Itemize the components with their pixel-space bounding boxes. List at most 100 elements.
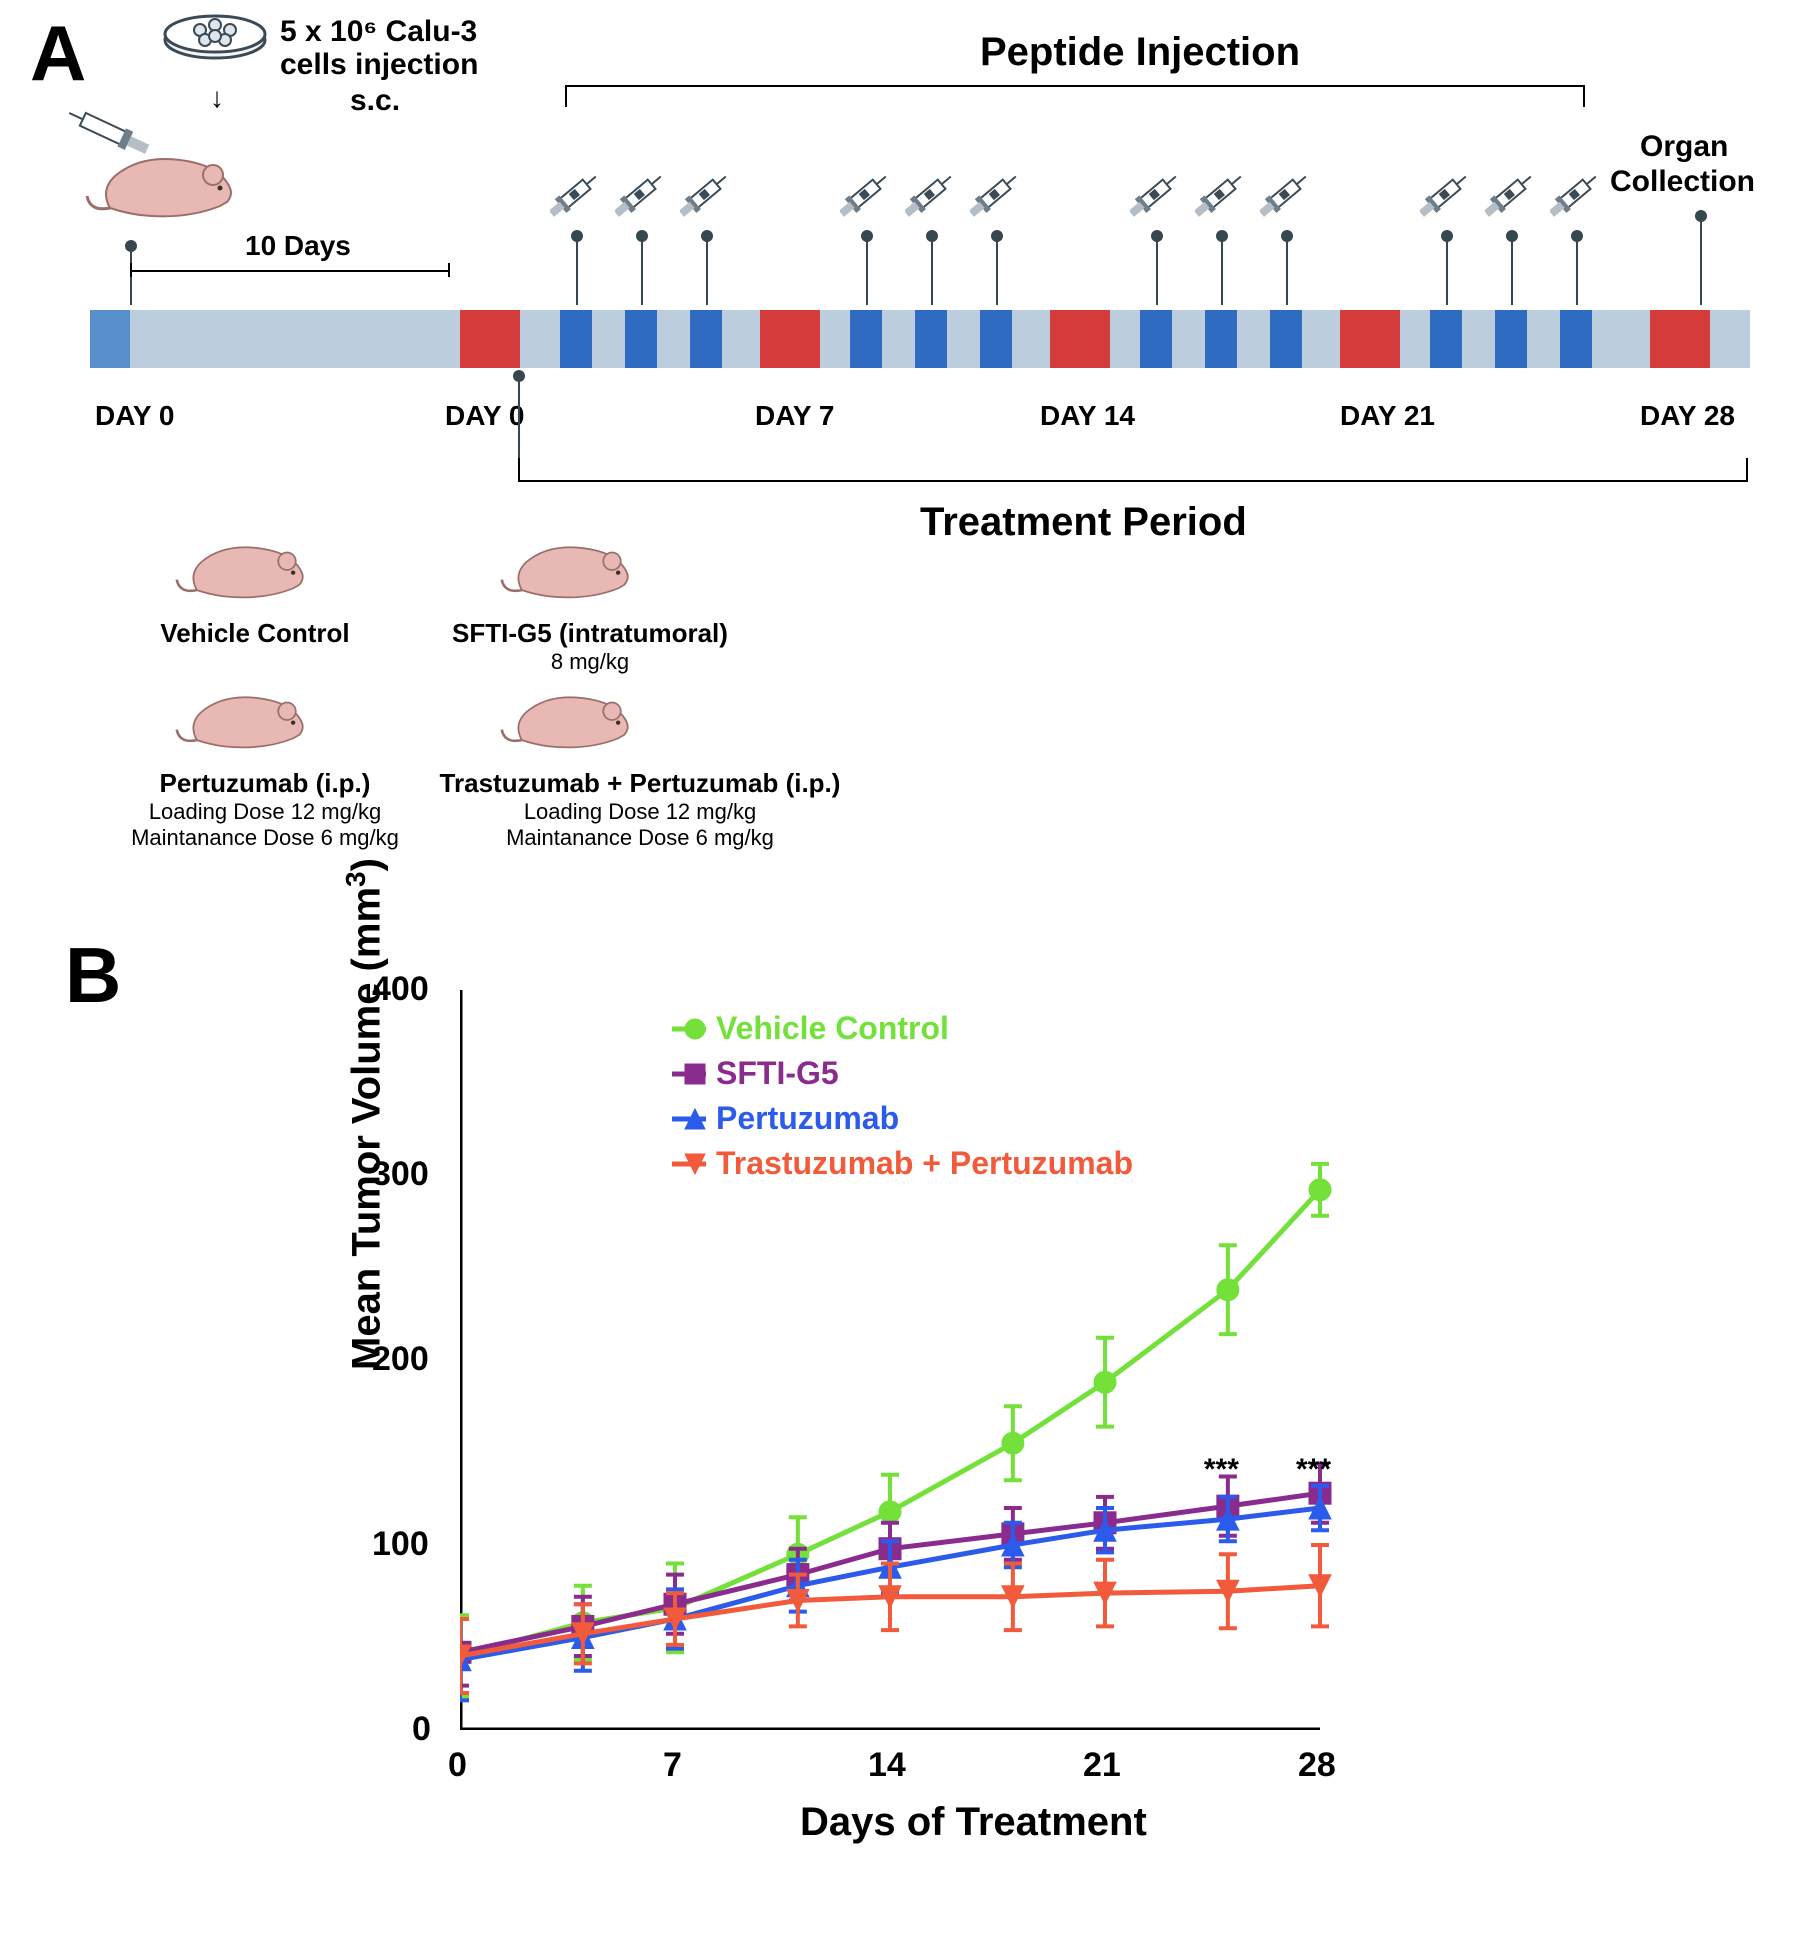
chart: Mean Tumor Volume (mm3) Days of Treatmen…: [280, 950, 1480, 1870]
legend-entry: Pertuzumab: [670, 1100, 899, 1137]
group-pertuzumab-title: Pertuzumab (i.p.): [160, 768, 371, 798]
day-label: DAY 0: [95, 400, 174, 432]
timeline-segment: [1495, 310, 1527, 368]
syringe-pin: [996, 235, 998, 305]
timeline-segment: [760, 310, 820, 368]
syringe-pin: [706, 235, 708, 305]
panel-a: A ↓ 5 x 10⁶ Calu-3 cells injection s.c. …: [0, 0, 1820, 900]
cell-injection-route: s.c.: [350, 84, 400, 118]
organ-collection-line-1: Organ: [1640, 130, 1728, 164]
x-tick-label: 21: [1083, 1746, 1121, 1785]
y-tick-label: 400: [372, 970, 440, 1009]
syringe-pin: [576, 235, 578, 305]
syringe-icon: [680, 155, 740, 235]
petri-dish-icon: [160, 0, 270, 75]
timeline-segment: [1140, 310, 1172, 368]
timeline-segment: [1205, 310, 1237, 368]
group-sfti: SFTI-G5 (intratumoral) 8 mg/kg: [440, 618, 740, 675]
timeline-segment: [915, 310, 947, 368]
cell-injection-line-2: cells injection: [280, 48, 478, 82]
syringe-pin: [1446, 235, 1448, 305]
legend-entry: SFTI-G5: [670, 1055, 839, 1092]
syringe-icon: [1260, 155, 1320, 235]
syringe-pin: [931, 235, 933, 305]
y-tick-label: 300: [372, 1155, 440, 1194]
syringe-pin: [1576, 235, 1578, 305]
group-combo-sub2: Maintanance Dose 6 mg/kg: [430, 825, 850, 851]
timeline-segment: [460, 310, 520, 368]
legend-label: Vehicle Control: [716, 1010, 949, 1047]
injection-arrow-icon: ↓: [210, 82, 224, 114]
timeline-segment: [850, 310, 882, 368]
timeline-segment: [560, 310, 592, 368]
group-sfti-title: SFTI-G5 (intratumoral): [452, 618, 728, 648]
syringe-icon: [1550, 155, 1610, 235]
syringe-icon: [1420, 155, 1480, 235]
group-pertuzumab-sub2: Maintanance Dose 6 mg/kg: [95, 825, 435, 851]
day-label: DAY 14: [1040, 400, 1135, 432]
syringe-pin: [1286, 235, 1288, 305]
syringe-icon: [1485, 155, 1545, 235]
group-combo-title: Trastuzumab + Pertuzumab (i.p.): [440, 768, 841, 798]
legend-label: Trastuzumab + Pertuzumab: [716, 1145, 1133, 1182]
organ-collection-line-2: Collection: [1610, 165, 1755, 199]
panel-b-label: B: [65, 930, 121, 1021]
mouse-icon-main: [85, 140, 245, 230]
y-tick-label: 100: [372, 1525, 440, 1564]
timeline-segment: [1270, 310, 1302, 368]
day-label: DAY 0: [445, 400, 524, 432]
legend-label: SFTI-G5: [716, 1055, 839, 1092]
syringe-pin: [866, 235, 868, 305]
day-label: DAY 28: [1640, 400, 1735, 432]
syringe-icon: [840, 155, 900, 235]
syringe-pin: [1221, 235, 1223, 305]
syringe-pin: [1156, 235, 1158, 305]
syringe-pin: [1511, 235, 1513, 305]
mouse-icon-sfti: [500, 530, 640, 610]
group-combo: Trastuzumab + Pertuzumab (i.p.) Loading …: [430, 768, 850, 851]
day-label: DAY 21: [1340, 400, 1435, 432]
syringe-icon: [615, 155, 675, 235]
legend-entry: Vehicle Control: [670, 1010, 949, 1047]
x-tick-label: 7: [663, 1746, 682, 1785]
timeline-segment: [1050, 310, 1110, 368]
mouse-icon-pertuzumab: [175, 680, 315, 760]
peptide-bracket: [565, 85, 1585, 87]
timeline-segment: [690, 310, 722, 368]
legend-entry: Trastuzumab + Pertuzumab: [670, 1145, 1133, 1182]
x-tick-label: 0: [448, 1746, 467, 1785]
group-combo-sub1: Loading Dose 12 mg/kg: [430, 799, 850, 825]
mouse-icon-vehicle: [175, 530, 315, 610]
panel-a-label: A: [30, 8, 86, 99]
plot-area: [460, 990, 1340, 1730]
day-label: DAY 7: [755, 400, 834, 432]
syringe-icon: [905, 155, 965, 235]
timeline-segment: [1340, 310, 1400, 368]
syringe-icon: [1195, 155, 1255, 235]
timeline-segment: [1430, 310, 1462, 368]
y-tick-label: 0: [412, 1710, 440, 1749]
syringe-icon: [970, 155, 1030, 235]
x-tick-label: 28: [1298, 1746, 1336, 1785]
significance-mark: ***: [1296, 1453, 1331, 1487]
significance-mark: ***: [1204, 1453, 1239, 1487]
timeline-segment: [625, 310, 657, 368]
x-tick-label: 14: [868, 1746, 906, 1785]
timeline-bar: [90, 310, 1750, 368]
group-sfti-sub1: 8 mg/kg: [440, 649, 740, 675]
treatment-period-title: Treatment Period: [920, 500, 1247, 545]
timeline-segment: [90, 310, 130, 368]
timeline-segment: [980, 310, 1012, 368]
y-tick-label: 200: [372, 1340, 440, 1379]
y-axis-label: Mean Tumor Volume (mm3): [340, 858, 389, 1370]
cell-injection-line-1: 5 x 10⁶ Calu-3: [280, 15, 477, 49]
group-pertuzumab-sub1: Loading Dose 12 mg/kg: [95, 799, 435, 825]
pin-organ-collection: [1700, 215, 1702, 305]
pin-treatment-start: [518, 375, 520, 460]
legend-label: Pertuzumab: [716, 1100, 899, 1137]
ten-days-bracket: [130, 270, 450, 272]
timeline-segment: [1650, 310, 1710, 368]
panel-b: B Mean Tumor Volume (mm3) Days of Treatm…: [0, 920, 1820, 1920]
x-axis-label: Days of Treatment: [800, 1800, 1147, 1845]
timeline-segment: [1560, 310, 1592, 368]
